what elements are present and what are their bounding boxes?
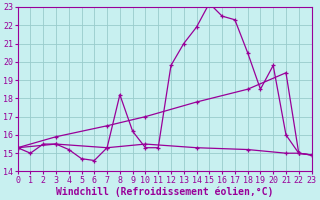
X-axis label: Windchill (Refroidissement éolien,°C): Windchill (Refroidissement éolien,°C) <box>56 186 273 197</box>
